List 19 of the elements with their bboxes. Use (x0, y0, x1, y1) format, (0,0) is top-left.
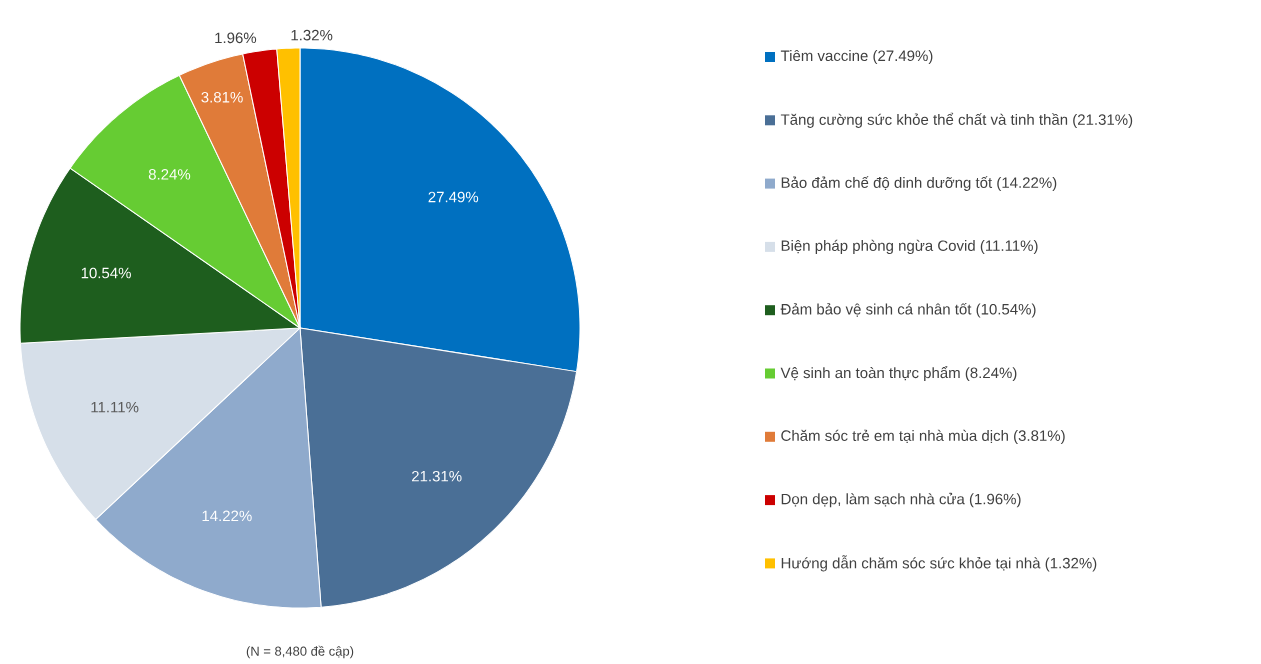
data-label: 10.54% (81, 267, 131, 279)
data-label: 14.22% (202, 510, 252, 522)
legend-label: Chăm sóc trẻ em tại nhà mùa dịch (3.81%) (781, 429, 1065, 444)
data-label: 8.24% (148, 169, 191, 180)
legend-label: Dọn dẹp, làm sạch nhà cửa (1.96%) (781, 492, 1021, 508)
legend-label: Tăng cường sức khỏe thể chất và tinh thần (21.31%) (780, 112, 1133, 128)
data-label: 3.81% (201, 91, 243, 103)
legend-label: Hướng dẫn chăm sóc sức khỏe tại nhà (1.32%) (781, 555, 1097, 572)
data-label: 21.31% (411, 470, 462, 482)
legend-label: Biện pháp phòng ngừa Covid (11.11%) (781, 239, 1038, 254)
data-label: 11.11% (91, 401, 139, 413)
legend-label: Đảm bảo vệ sinh cá nhân tốt (10.54%) (780, 302, 1036, 318)
text: (N = 8,480 đề cập) (246, 645, 354, 659)
legend-label: Vệ sinh an toàn thực phẩm (8.24%) (780, 365, 1017, 382)
data-label: 1.96% (215, 32, 257, 44)
data-label: 27.49% (428, 191, 479, 203)
legend-label: Bảo đảm chế độ dinh dưỡng tốt (14.22%) (781, 176, 1057, 191)
legend-label: Tiêm vaccine (27.49%) (780, 49, 933, 65)
data-label: 1.32% (291, 29, 333, 41)
